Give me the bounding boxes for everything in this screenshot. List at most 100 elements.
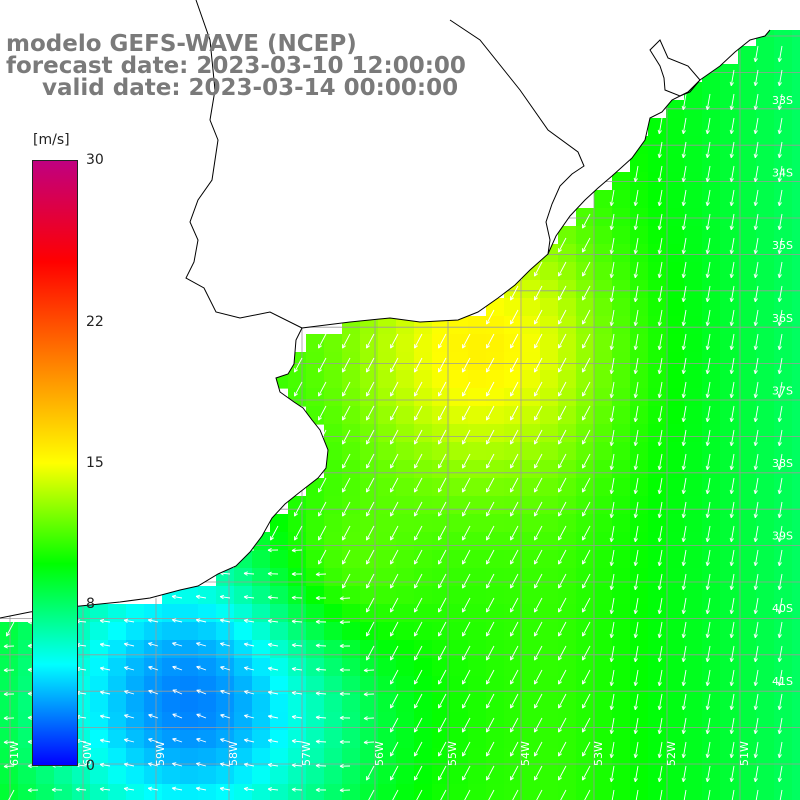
wind-speed-cell (162, 622, 181, 641)
wind-speed-cell (792, 316, 800, 335)
wind-speed-cell (306, 586, 325, 605)
wind-speed-cell (684, 154, 703, 173)
wind-speed-cell (396, 424, 415, 443)
wind-speed-cell (306, 766, 325, 785)
wind-arrow (462, 573, 471, 589)
wind-speed-cell (360, 748, 379, 767)
wind-arrow (705, 765, 711, 783)
wind-arrow (729, 693, 735, 711)
wind-speed-cell (612, 514, 631, 533)
wind-speed-cell (540, 496, 559, 515)
wind-speed-cell (756, 388, 775, 407)
wind-speed-cell (738, 388, 757, 407)
wind-speed-cell (522, 280, 541, 299)
wind-speed-cell (252, 748, 271, 767)
wind-arrow (291, 595, 303, 600)
wind-arrow (462, 669, 471, 685)
wind-arrow (681, 645, 687, 663)
wind-arrow (510, 333, 519, 349)
wind-speed-cell (774, 496, 793, 515)
wind-speed-cell (594, 442, 613, 461)
wind-speed-cell (252, 730, 271, 749)
wind-arrow (366, 333, 375, 349)
wind-arrow (339, 763, 351, 769)
wind-speed-cell (666, 154, 685, 173)
wind-speed-cell (756, 82, 775, 101)
wind-speed-cell (558, 604, 577, 623)
wind-speed-cell (738, 118, 757, 137)
wind-speed-cell (774, 262, 793, 281)
border-uruguay-argentina (185, 0, 303, 329)
wind-arrow (633, 741, 639, 759)
wind-arrow (558, 477, 567, 493)
wind-speed-cell (270, 532, 289, 551)
wind-speed-cell (522, 640, 541, 659)
wind-arrow (414, 381, 423, 397)
wind-arrow (753, 117, 759, 135)
wind-arrow (123, 618, 135, 623)
wind-arrow (657, 165, 663, 183)
wind-speed-cell (180, 622, 199, 641)
wind-speed-cell (540, 334, 559, 353)
wind-speed-cell (738, 748, 757, 767)
wind-arrow (414, 669, 423, 685)
wind-arrow (512, 789, 519, 800)
lagoon-outline (649, 39, 701, 97)
wind-arrow (462, 381, 471, 397)
wind-arrow (753, 621, 759, 639)
wind-speed-cell (540, 658, 559, 677)
wind-speed-cell (630, 442, 649, 461)
wind-arrow (729, 237, 735, 255)
wind-arrow (681, 453, 687, 471)
wind-arrow (753, 261, 759, 279)
wind-arrow (172, 642, 183, 647)
wind-speed-cell (360, 586, 379, 605)
wind-arrow (609, 405, 615, 423)
wind-arrow (462, 621, 471, 637)
wind-speed-cell (414, 640, 433, 659)
wind-speed-cell (630, 658, 649, 677)
wind-speed-cell (648, 748, 667, 767)
wind-arrow (438, 741, 447, 757)
wind-arrow (558, 453, 567, 469)
wind-speed-cell (414, 352, 433, 371)
wind-arrow (510, 477, 519, 493)
wind-speed-cell (468, 694, 487, 713)
wind-arrow (366, 357, 375, 373)
wind-arrow (777, 141, 783, 159)
wind-arrow (729, 381, 735, 399)
wind-arrow (462, 693, 471, 709)
wind-arrow (705, 645, 711, 663)
wind-speed-cell (720, 694, 739, 713)
wind-speed-cell (738, 316, 757, 335)
wind-speed-cell (774, 208, 793, 227)
wind-arrow (196, 737, 207, 743)
wind-speed-cell (504, 784, 523, 800)
wind-speed-cell (576, 712, 595, 731)
wind-speed-cell (648, 478, 667, 497)
wind-speed-cell (288, 694, 307, 713)
wind-speed-cell (432, 352, 451, 371)
wind-speed-cell (702, 730, 721, 749)
wind-speed-cell (198, 622, 217, 641)
wind-speed-cell (756, 658, 775, 677)
wind-arrow (582, 453, 591, 469)
wind-speed-cell (738, 334, 757, 353)
wind-arrow (777, 213, 783, 231)
wind-arrow (99, 738, 111, 743)
wind-speed-cell (666, 226, 685, 245)
wind-speed-cell (666, 730, 685, 749)
wind-speed-cell (756, 100, 775, 119)
wind-arrow (510, 429, 519, 445)
wind-speed-cell (270, 712, 289, 731)
wind-speed-cell (450, 334, 469, 353)
wind-arrow (244, 666, 255, 671)
wind-speed-cell (612, 730, 631, 749)
wind-arrow (534, 477, 543, 493)
wind-arrow (318, 357, 327, 373)
wind-speed-cell (90, 676, 109, 695)
wind-arrow (195, 618, 207, 623)
wind-speed-cell (594, 244, 613, 263)
wind-speed-cell (792, 352, 800, 371)
wind-speed-cell (594, 730, 613, 749)
